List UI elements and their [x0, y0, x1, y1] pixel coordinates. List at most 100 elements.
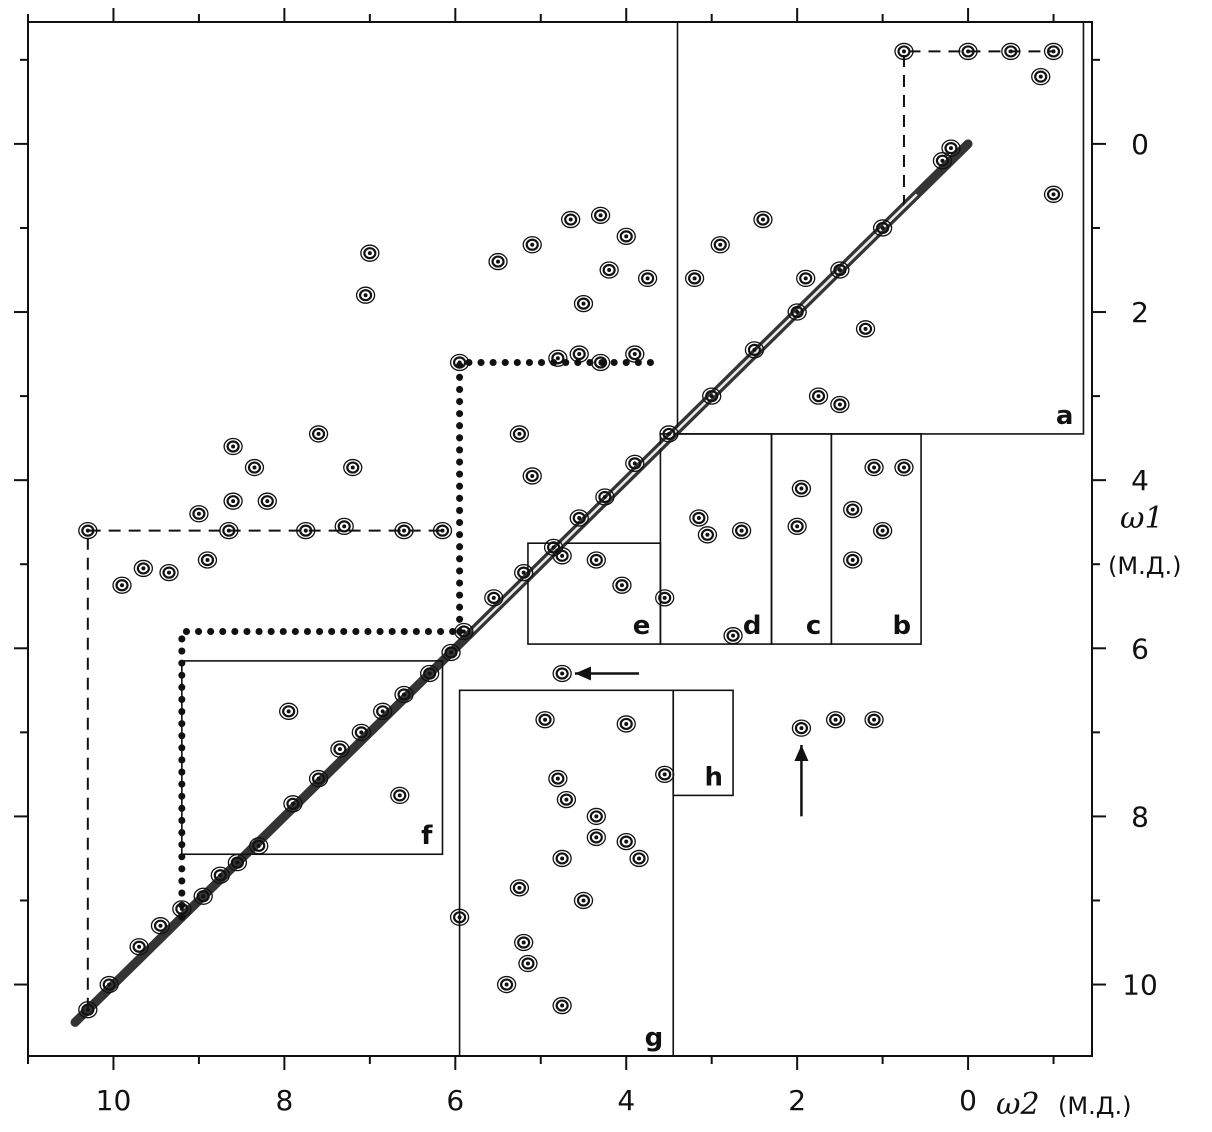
cross-peak-14 [373, 702, 393, 720]
cross-peak-contour-outer [710, 236, 730, 254]
cross-peak-core [602, 494, 607, 499]
cross-peak-contour-outer [129, 938, 149, 956]
cross-peak-core [226, 528, 231, 533]
cross-peak-contour-outer [219, 521, 239, 540]
cross-peak-contour-inner [846, 553, 860, 567]
cross-peak-57 [509, 425, 530, 443]
cross-peak-contour-inner [811, 389, 826, 403]
cross-peak-68 [599, 261, 619, 279]
cross-peak-7 [210, 866, 230, 884]
x-tick-label: 4 [617, 1084, 635, 1117]
cross-peak-contour-outer [595, 488, 615, 506]
cross-peak-33 [958, 42, 978, 61]
cross-peak-core [85, 528, 90, 533]
cross-peak-contour-inner [346, 461, 360, 474]
cross-peak-12 [330, 740, 350, 758]
cross-peak-25 [659, 425, 679, 443]
cross-peak-core [449, 650, 454, 655]
cross-peak-73 [753, 210, 773, 229]
cross-peak-24 [625, 454, 645, 472]
cross-peak-contour-outer [731, 521, 752, 540]
cross-peak-58 [522, 467, 542, 485]
y-axis-ticks: 0 2 4 6 8 10 [14, 58, 1158, 1002]
cross-peak-85 [731, 521, 752, 540]
cross-peak-contour-outer [958, 42, 978, 61]
cross-peak-contour-inner [196, 890, 210, 903]
cross-peak-contour-inner [222, 524, 236, 537]
cross-peak-contour-outer [787, 517, 807, 536]
cross-peak-contour-inner [487, 591, 501, 604]
cross-peak-43 [296, 521, 316, 540]
y-axis-unit: (М.Д.) [1108, 552, 1181, 580]
cross-peak-22 [569, 509, 589, 527]
cross-peak-contour-inner [735, 524, 749, 537]
cross-peak-contour-outer [496, 975, 517, 994]
cross-peak-core [577, 515, 582, 520]
cross-peak-core [427, 671, 432, 676]
cross-peak-contour-outer [796, 269, 816, 288]
cross-peak-contour-outer [552, 849, 572, 868]
cross-peak-core [901, 465, 906, 470]
cross-peak-28 [787, 303, 807, 321]
cross-peak-contour-inner [247, 461, 262, 474]
cross-peak-84 [787, 517, 807, 536]
cross-peak-87 [697, 526, 718, 544]
cross-peak-contour-inner [175, 902, 189, 915]
cross-peak-core [316, 776, 321, 781]
cross-peak-contour-inner [799, 272, 813, 285]
cross-peak-core [231, 444, 236, 449]
cross-peak-contour-outer [830, 395, 850, 414]
cross-peak-contour-outer [791, 719, 812, 737]
cross-peak-113 [791, 719, 812, 737]
region-label-f: f [421, 821, 433, 851]
cross-peak-contour-outer [432, 521, 453, 540]
cross-peak-contour-outer [753, 210, 773, 229]
cross-peak-contour-outer [872, 219, 893, 237]
cross-peak-contour-outer [552, 547, 572, 565]
cross-peak-contour-outer [351, 723, 371, 741]
cross-peak-contour-inner [200, 553, 215, 567]
cross-peak-core [179, 906, 184, 911]
cross-peak-core [290, 801, 295, 806]
cross-peak-contour-inner [162, 566, 176, 579]
cross-peak-core [316, 431, 321, 436]
cross-peak-core [705, 532, 710, 537]
cross-peak-core [137, 944, 142, 949]
cross-peak-contour-outer [390, 786, 410, 805]
cross-peak-3 [129, 938, 149, 956]
cross-peak-core [598, 213, 603, 218]
cross-peak-86 [689, 509, 709, 527]
cross-peak-contour-inner [363, 247, 377, 260]
cross-peak-contour-inner [713, 238, 727, 251]
cross-peak-core [555, 776, 560, 781]
cross-peak-1 [78, 1001, 98, 1019]
cross-peak-contour-inner [688, 272, 702, 285]
cross-peak-contour-outer [78, 521, 98, 540]
cross-peak-32 [941, 139, 961, 157]
cross-peak-contour-outer [514, 563, 534, 582]
cross-peak-49 [133, 559, 154, 578]
cross-peak-contour-outer [150, 917, 171, 935]
cross-peak-contour-outer [488, 252, 508, 271]
cross-peak-core [637, 856, 642, 861]
cross-peak-core [872, 717, 877, 722]
cross-peak-48 [112, 576, 132, 594]
cross-peak-18 [454, 622, 474, 641]
arrow-head [574, 666, 591, 681]
cross-peak-contour-inner [226, 440, 240, 453]
cross-peak-core [598, 360, 603, 365]
cross-peak-6 [193, 887, 213, 905]
cross-peak-contour-outer [449, 908, 470, 926]
cross-peak-core [795, 310, 800, 315]
cross-peak-5 [172, 900, 192, 918]
cross-peak-contour-inner [876, 524, 890, 537]
cross-peak-contour-inner [393, 789, 407, 802]
cross-peak-contour-outer [590, 353, 611, 372]
cross-peak-contour-inner [1046, 45, 1061, 58]
cross-peak-4 [150, 917, 171, 935]
cross-peak-111 [390, 786, 410, 805]
cross-peak-26 [702, 387, 722, 405]
cross-peak-34 [1001, 42, 1021, 61]
cross-peak-46 [432, 521, 453, 540]
cross-peak-core [286, 709, 291, 714]
